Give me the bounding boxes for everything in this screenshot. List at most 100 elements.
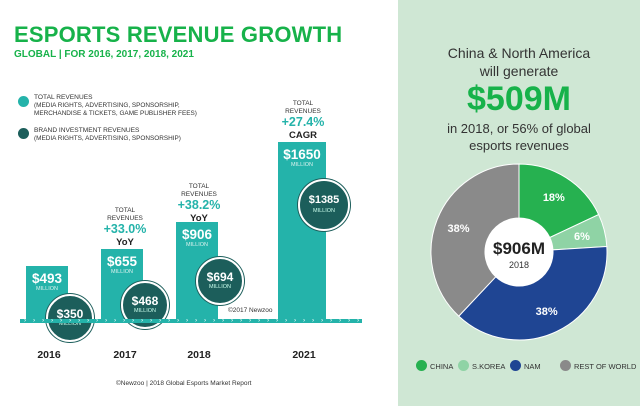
annotation-2017: TOTAL REVENUES +33.0% YoY: [102, 207, 148, 249]
bar-brand-unit: MILLION: [312, 207, 335, 214]
axis-chevron: ›: [51, 317, 54, 324]
axis-chevron: ›: [204, 317, 207, 324]
axis-chevron: ›: [357, 317, 360, 324]
annotation-label2: REVENUES: [181, 190, 217, 198]
annotation-metric: CAGR: [289, 130, 317, 141]
chart-subtitle: GLOBAL | FOR 2016, 2017, 2018, 2021: [14, 49, 194, 60]
axis-chevron: ›: [132, 317, 135, 324]
bar-total-value: $906: [181, 227, 213, 243]
bar-total-unit: MILLION: [110, 268, 133, 275]
pie-center-value: $906M: [493, 239, 545, 258]
pie-legend-label: REST OF WORLD: [574, 362, 637, 371]
axis-chevron: ›: [285, 317, 288, 324]
axis-chevron: ›: [330, 317, 333, 324]
axis-chevron: ›: [42, 317, 45, 324]
axis-chevron: ›: [33, 317, 36, 324]
headline-line1: China & North America: [447, 45, 591, 61]
axis-chevron: ›: [222, 317, 225, 324]
legend-total: TOTAL REVENUES (MEDIA RIGHTS, ADVERTISIN…: [34, 94, 197, 118]
year-label: 2018: [187, 349, 211, 361]
annotation-pct: +38.2%: [177, 198, 221, 212]
legend-brand-swatch: [18, 128, 29, 139]
headline-amount: $509M: [467, 80, 571, 118]
annotation-label2: REVENUES: [107, 214, 143, 222]
axis-chevron: ›: [213, 317, 216, 324]
bar-total-value: $493: [31, 271, 63, 287]
legend-brand-title: BRAND INVESTMENT REVENUES: [34, 127, 140, 134]
axis-chevron: ›: [114, 317, 117, 324]
axis-chevron: ›: [105, 317, 108, 324]
axis-chevron: ›: [60, 317, 63, 324]
axis-chevron: ›: [258, 317, 261, 324]
bar-brand-2021: $1385 MILLION: [298, 178, 350, 231]
pie-slice-label: 6%: [574, 231, 590, 243]
bar-brand-unit: MILLION: [133, 307, 156, 314]
axis-chevron: ›: [294, 317, 297, 324]
legend-brand: BRAND INVESTMENT REVENUES (MEDIA RIGHTS,…: [34, 127, 181, 143]
axis-chevron: ›: [141, 317, 144, 324]
bar-total-unit: MILLION: [290, 162, 313, 169]
axis-chevron: ›: [348, 317, 351, 324]
axis-chevron: ›: [186, 317, 189, 324]
axis-chevron: ›: [321, 317, 324, 324]
bar-brand-value: $1385: [308, 193, 340, 206]
bar-brand-value: $694: [206, 269, 234, 284]
annotation-2018: TOTAL REVENUES +38.2% YoY: [176, 183, 222, 225]
bar-brand-2016: $350 MILLION: [46, 293, 94, 342]
bar-total-value: $1650: [283, 147, 321, 163]
pie-slice-label: 38%: [536, 306, 558, 318]
year-label: 2017: [113, 349, 137, 361]
left-panel: ESPORTS REVENUE GROWTH GLOBAL | FOR 2016…: [14, 22, 362, 387]
annotation-pct: +33.0%: [103, 222, 147, 236]
bar-brand-2018: $694 MILLION: [196, 256, 244, 305]
headline-line2: will generate: [479, 63, 559, 79]
axis-chevron: ›: [240, 317, 243, 324]
x-axis: [20, 319, 362, 323]
legend-total-desc2: MERCHANDISE & TICKETS, GAME PUBLISHER FE…: [34, 110, 197, 117]
annotation-label1: TOTAL: [188, 183, 210, 190]
axis-chevron: ›: [159, 317, 162, 324]
axis-chevron: ›: [339, 317, 342, 324]
headline-line4: esports revenues: [469, 138, 569, 153]
axis-chevron: ›: [195, 317, 198, 324]
pie-legend-swatch: [458, 360, 469, 371]
annotation-metric: YoY: [190, 213, 208, 224]
annotation-label1: TOTAL: [292, 100, 314, 107]
headline-line3: in 2018, or 56% of global: [447, 121, 591, 136]
annotation-label1: TOTAL: [114, 207, 136, 214]
chart-copyright: ©2017 Newzoo: [228, 307, 273, 314]
axis-chevron: ›: [168, 317, 171, 324]
axis-chevron: ›: [78, 317, 81, 324]
axis-chevron: ›: [69, 317, 72, 324]
axis-chevron: ›: [303, 317, 306, 324]
annotation-metric: YoY: [116, 237, 134, 248]
pie-legend-label: S.KOREA: [472, 362, 506, 371]
axis-chevron: ›: [87, 317, 90, 324]
pie-slice-label: 38%: [448, 223, 470, 235]
pie-legend-swatch: [510, 360, 521, 371]
chart-title: ESPORTS REVENUE GROWTH: [14, 22, 343, 47]
bar-total-2021: $1650 MILLION: [278, 142, 326, 319]
legend-total-desc1: (MEDIA RIGHTS, ADVERTISING, SPONSORSHIP,: [34, 102, 180, 109]
annotation-label2: REVENUES: [285, 107, 321, 115]
pie-slice-label: 18%: [543, 192, 565, 204]
axis-chevron: ›: [267, 317, 270, 324]
axis-chevron: ›: [231, 317, 234, 324]
axis-chevron: ›: [24, 317, 27, 324]
bar-total-unit: MILLION: [185, 242, 208, 249]
pie-center-label: 2018: [509, 260, 529, 270]
source-note: ©Newzoo | 2018 Global Esports Market Rep…: [116, 380, 252, 387]
legend-total-swatch: [18, 96, 29, 107]
annotation-pct: +27.4%: [281, 115, 325, 129]
bar-total-value: $655: [106, 253, 138, 269]
year-label: 2016: [37, 349, 61, 361]
axis-chevron: ›: [312, 317, 315, 324]
year-label: 2021: [292, 349, 316, 361]
axis-chevron: ›: [150, 317, 153, 324]
axis-chevron: ›: [123, 317, 126, 324]
axis-chevron: ›: [249, 317, 252, 324]
right-panel: China & North America will generate $509…: [398, 0, 640, 406]
legend-total-title: TOTAL REVENUES: [34, 94, 93, 101]
axis-chevron: ›: [96, 317, 99, 324]
pie-legend-swatch: [416, 360, 427, 371]
